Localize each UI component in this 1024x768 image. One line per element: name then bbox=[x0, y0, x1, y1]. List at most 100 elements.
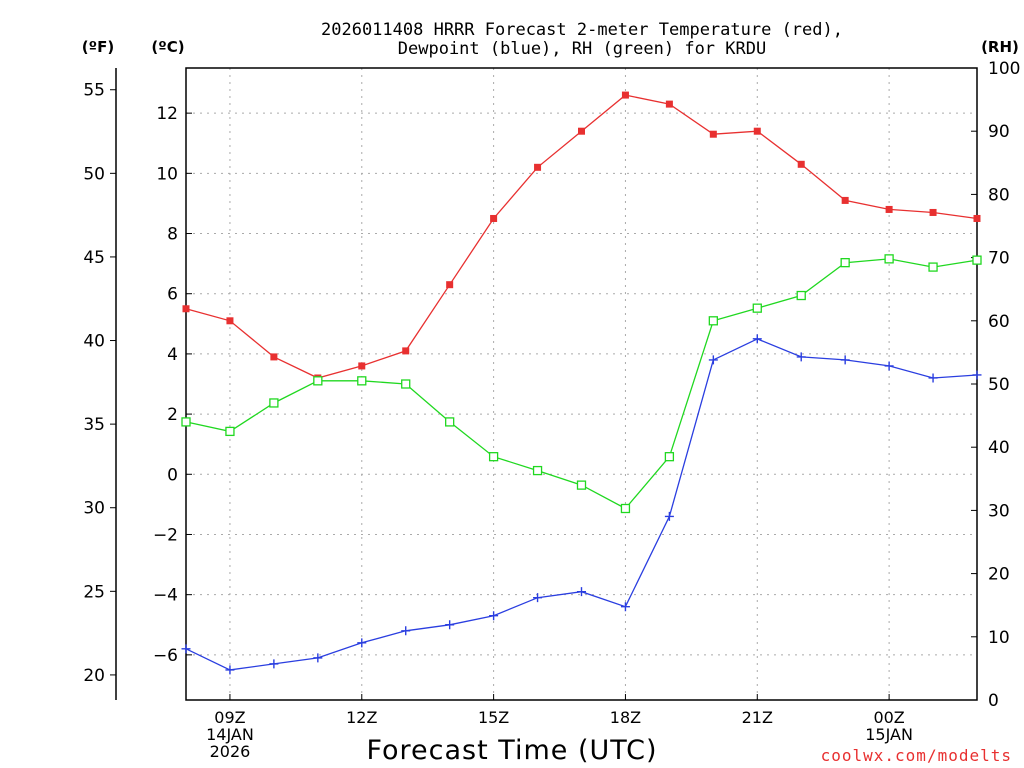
dewpoint-marker bbox=[796, 352, 806, 362]
dewpoint-marker bbox=[313, 653, 323, 663]
fahrenheit-axis: 20 25 30 35 40 45 50 55 bbox=[83, 81, 116, 686]
rh-axis: 0 10 20 30 40 50 60 70 80 90 100 bbox=[971, 59, 1020, 711]
rh-tick-label: 0 bbox=[988, 691, 999, 711]
rh-point bbox=[181, 417, 191, 427]
dewpoint-marker bbox=[489, 611, 499, 621]
series-line-temperature bbox=[185, 94, 978, 379]
fahrenheit-tick-label: 45 bbox=[83, 248, 105, 268]
watermark: coolwx.com/modelts bbox=[821, 746, 1012, 765]
celsius-axis: −6 −4 −2 0 2 4 6 8 10 12 bbox=[153, 104, 192, 666]
series-line-dewpoint bbox=[185, 338, 978, 671]
dewpoint-marker bbox=[533, 593, 543, 603]
rh-point bbox=[488, 452, 499, 462]
fahrenheit-tick-label: 30 bbox=[83, 499, 105, 519]
dewpoint-point bbox=[620, 602, 630, 612]
dewpoint-point bbox=[708, 355, 718, 365]
fahrenheit-tick-label: 55 bbox=[83, 81, 105, 101]
temperature-point bbox=[358, 362, 366, 370]
rh-point bbox=[752, 303, 762, 313]
dewpoint-marker bbox=[664, 511, 674, 521]
time-tick-label: 14JAN bbox=[206, 725, 254, 744]
temperature-point bbox=[534, 163, 542, 171]
temperature-point bbox=[885, 205, 893, 213]
celsius-tick-label: 4 bbox=[167, 345, 178, 365]
celsius-tick-label: 0 bbox=[167, 465, 178, 485]
dewpoint-marker bbox=[884, 361, 894, 371]
fahrenheit-tick-label: 25 bbox=[83, 582, 105, 602]
chart-title-line2: Dewpoint (blue), RH (green) for KRDU bbox=[398, 39, 766, 59]
temperature-point bbox=[973, 214, 981, 222]
time-tick-label: 2026 bbox=[210, 742, 251, 761]
time-tick-label: 18Z bbox=[610, 708, 641, 727]
celsius-tick-label: 10 bbox=[156, 164, 178, 184]
temperature-point bbox=[797, 160, 805, 168]
dewpoint-marker bbox=[357, 638, 367, 648]
celsius-tick-label: 8 bbox=[167, 225, 178, 245]
chart-title-line1: 2026011408 HRRR Forecast 2-meter Tempera… bbox=[321, 20, 843, 40]
rh-tick-label: 30 bbox=[988, 501, 1010, 521]
fahrenheit-unit-label: (ºF) bbox=[82, 38, 114, 56]
dewpoint-point bbox=[972, 370, 982, 380]
celsius-unit-label: (ºC) bbox=[151, 38, 184, 56]
dewpoint-point bbox=[928, 373, 938, 383]
plot-grid bbox=[186, 68, 977, 700]
rh-point bbox=[884, 254, 894, 264]
celsius-tick-label: 2 bbox=[167, 405, 178, 425]
dewpoint-point bbox=[884, 361, 894, 371]
temperature-point bbox=[709, 130, 717, 138]
temperature-point bbox=[753, 127, 761, 135]
rh-point bbox=[840, 258, 850, 268]
dewpoint-point bbox=[533, 593, 543, 603]
dewpoint-point bbox=[225, 665, 235, 675]
dewpoint-marker bbox=[225, 665, 235, 675]
rh-point bbox=[225, 426, 235, 437]
dewpoint-point bbox=[269, 659, 279, 669]
temperature-point bbox=[665, 100, 673, 108]
dewpoint-point bbox=[313, 653, 323, 663]
celsius-tick-label: −6 bbox=[153, 646, 178, 666]
dewpoint-point bbox=[489, 611, 499, 621]
rh-tick-label: 70 bbox=[988, 249, 1010, 269]
rh-point bbox=[401, 379, 411, 389]
dewpoint-marker bbox=[445, 620, 455, 630]
fahrenheit-tick-label: 35 bbox=[83, 415, 105, 435]
rh-tick-label: 20 bbox=[988, 565, 1010, 585]
time-tick-label: 00Z bbox=[873, 708, 904, 727]
temperature-point bbox=[270, 353, 278, 361]
rh-unit-label: (RH) bbox=[981, 38, 1019, 56]
temperature-point bbox=[490, 214, 498, 222]
series-line-rh bbox=[185, 258, 978, 510]
rh-tick-label: 10 bbox=[988, 628, 1010, 648]
dewpoint-point bbox=[401, 626, 411, 636]
rh-point bbox=[532, 465, 543, 476]
temperature-point bbox=[182, 305, 190, 313]
celsius-tick-label: −4 bbox=[153, 586, 178, 606]
celsius-tick-label: −2 bbox=[153, 525, 178, 545]
dewpoint-point bbox=[357, 638, 367, 648]
temperature-point bbox=[841, 196, 849, 204]
dewpoint-marker bbox=[577, 587, 586, 597]
temperature-point bbox=[226, 317, 234, 325]
rh-tick-label: 80 bbox=[988, 185, 1010, 205]
rh-point bbox=[620, 503, 631, 514]
fahrenheit-tick-label: 40 bbox=[83, 332, 105, 352]
x-axis-title: Forecast Time (UTC) bbox=[366, 735, 657, 766]
rh-point bbox=[357, 376, 367, 386]
dewpoint-point bbox=[577, 587, 586, 597]
time-tick-label: 15JAN bbox=[865, 725, 913, 744]
series-layer bbox=[181, 91, 982, 675]
celsius-tick-label: 12 bbox=[156, 104, 178, 124]
dewpoint-marker bbox=[620, 602, 630, 612]
time-tick-label: 15Z bbox=[478, 708, 509, 727]
dewpoint-marker bbox=[928, 373, 938, 383]
rh-point bbox=[269, 398, 279, 408]
rh-point bbox=[796, 290, 806, 301]
dewpoint-point bbox=[752, 334, 762, 344]
temperature-point bbox=[929, 208, 937, 216]
dewpoint-marker bbox=[840, 355, 850, 365]
fahrenheit-tick-label: 20 bbox=[83, 666, 105, 686]
rh-point bbox=[664, 452, 675, 462]
rh-tick-label: 90 bbox=[988, 122, 1010, 142]
